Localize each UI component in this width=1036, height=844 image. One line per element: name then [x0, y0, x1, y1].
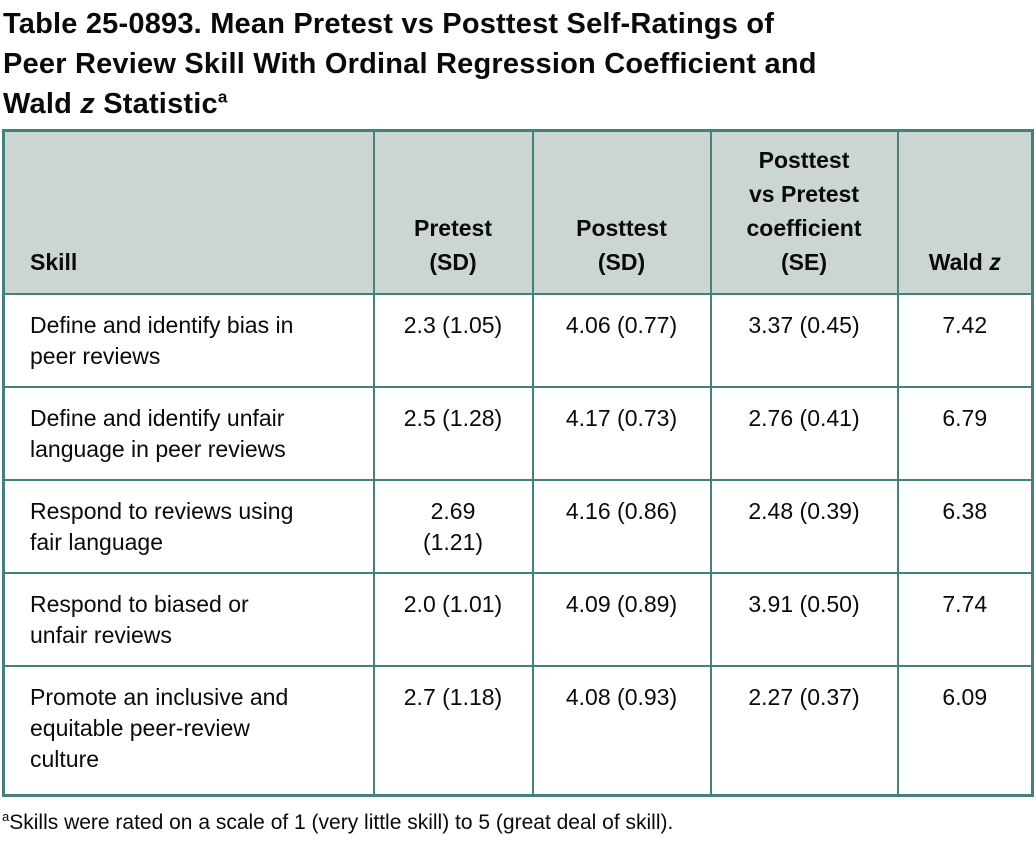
- cell-pretest: 2.7 (1.18): [372, 664, 534, 797]
- cell-skill: Promote an inclusive and equitable peer-…: [2, 664, 375, 797]
- column-header-coefficient: Posttest vs Pretest coefficient (SE): [709, 129, 899, 295]
- cell-wald-z: 7.74: [896, 571, 1034, 667]
- cell-posttest: 4.09 (0.89): [531, 571, 712, 667]
- stats-table: Skill Pretest (SD) Posttest (SD) Posttes…: [2, 129, 1034, 797]
- table-row: Define and identify unfair language in p…: [2, 385, 1034, 481]
- cell-pretest: 2.69 (1.21): [372, 478, 534, 574]
- cell-pretest: 2.0 (1.01): [372, 571, 534, 667]
- cell-wald-z: 6.79: [896, 385, 1034, 481]
- table-row: Respond to reviews using fair language 2…: [2, 478, 1034, 574]
- cell-wald-z: 7.42: [896, 292, 1034, 388]
- title-line-2: Peer Review Skill With Ordinal Regressio…: [3, 48, 817, 80]
- cell-coefficient: 2.48 (0.39): [709, 478, 899, 574]
- table-row: Respond to biased or unfair reviews 2.0 …: [2, 571, 1034, 667]
- cell-skill: Define and identify unfair language in p…: [2, 385, 375, 481]
- header-row: Skill Pretest (SD) Posttest (SD) Posttes…: [2, 129, 1034, 295]
- title-line-3-suffix: Statistic: [94, 88, 218, 120]
- cell-wald-z: 6.09: [896, 664, 1034, 797]
- cell-pretest: 2.5 (1.28): [372, 385, 534, 481]
- cell-skill: Define and identify bias in peer reviews: [2, 292, 375, 388]
- title-footnote-marker: a: [217, 87, 228, 107]
- title-line-3: Wald z Statistica: [3, 84, 1036, 124]
- cell-posttest: 4.17 (0.73): [531, 385, 712, 481]
- cell-posttest: 4.08 (0.93): [531, 664, 712, 797]
- footnote: aSkills were rated on a scale of 1 (very…: [2, 810, 1036, 836]
- table-title: Table 25-0893. Mean Pretest vs Posttest …: [3, 4, 1036, 124]
- title-line-1: Table 25-0893. Mean Pretest vs Posttest …: [3, 8, 775, 40]
- title-line-3-prefix: Wald: [3, 88, 81, 120]
- cell-skill: Respond to biased or unfair reviews: [2, 571, 375, 667]
- column-header-pretest: Pretest (SD): [372, 129, 534, 295]
- wald-z-symbol: z: [989, 248, 1001, 275]
- footnote-marker: a: [2, 809, 10, 824]
- cell-skill: Respond to reviews using fair language: [2, 478, 375, 574]
- table-row: Promote an inclusive and equitable peer-…: [2, 664, 1034, 797]
- wald-z-prefix: Wald: [928, 248, 990, 275]
- cell-coefficient: 2.76 (0.41): [709, 385, 899, 481]
- column-header-posttest: Posttest (SD): [531, 129, 712, 295]
- cell-coefficient: 2.27 (0.37): [709, 664, 899, 797]
- cell-coefficient: 3.37 (0.45): [709, 292, 899, 388]
- column-header-wald-z: Wald z: [896, 129, 1034, 295]
- cell-pretest: 2.3 (1.05): [372, 292, 534, 388]
- cell-coefficient: 3.91 (0.50): [709, 571, 899, 667]
- cell-wald-z: 6.38: [896, 478, 1034, 574]
- table-row: Define and identify bias in peer reviews…: [2, 292, 1034, 388]
- footnote-text: Skills were rated on a scale of 1 (very …: [9, 811, 674, 834]
- title-z-symbol: z: [80, 88, 95, 120]
- cell-posttest: 4.06 (0.77): [531, 292, 712, 388]
- cell-posttest: 4.16 (0.86): [531, 478, 712, 574]
- column-header-skill: Skill: [2, 129, 375, 295]
